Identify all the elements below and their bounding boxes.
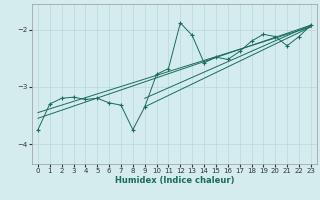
X-axis label: Humidex (Indice chaleur): Humidex (Indice chaleur) <box>115 176 234 185</box>
